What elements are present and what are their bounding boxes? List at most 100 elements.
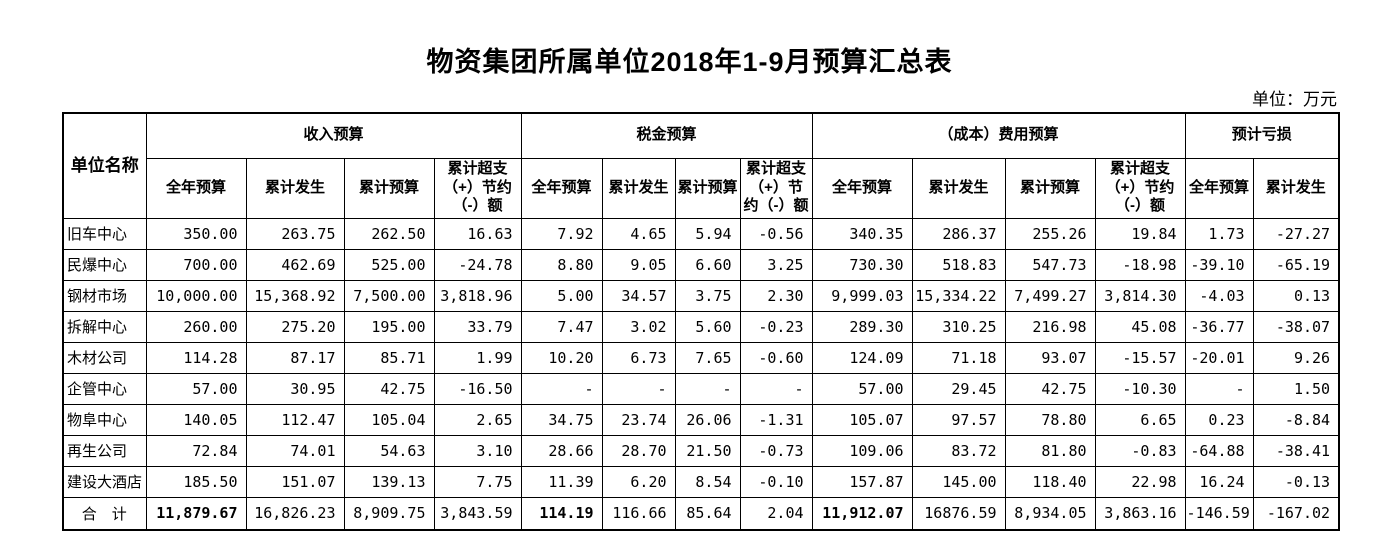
value-cell: -0.73 [739, 434, 813, 467]
value-cell: 16.24 [1184, 465, 1254, 498]
value-cell: 6.73 [601, 341, 676, 374]
column-header-tax-annual-budget: 全年预算 [520, 157, 603, 219]
value-cell: 255.26 [1004, 217, 1096, 250]
value-cell: 286.37 [911, 217, 1006, 250]
column-header-loss-cumulative-actual: 累计发生 [1252, 157, 1340, 219]
value-cell: 340.35 [811, 217, 913, 250]
value-cell: 157.87 [811, 465, 913, 498]
value-cell: 34.57 [601, 279, 676, 312]
value-cell: 15,368.92 [245, 279, 345, 312]
column-header-income-cumulative-actual: 累计发生 [245, 157, 345, 219]
value-cell: 3.02 [601, 310, 676, 343]
table-row: 物阜中心 140.05 112.47 105.04 2.65 34.75 23.74 26.0… [62, 403, 1340, 436]
value-cell: 29.45 [911, 372, 1006, 405]
value-cell: - [674, 372, 741, 405]
value-cell: 8,934.05 [1004, 496, 1096, 531]
value-cell: 30.95 [245, 372, 345, 405]
column-header-income-annual-budget: 全年预算 [145, 157, 247, 219]
value-cell: -38.41 [1252, 434, 1340, 467]
value-cell: -10.30 [1094, 372, 1186, 405]
value-cell: 260.00 [145, 310, 247, 343]
value-cell: 2.30 [739, 279, 813, 312]
column-header-loss-annual-budget: 全年预算 [1184, 157, 1254, 219]
value-cell: -20.01 [1184, 341, 1254, 374]
value-cell: 22.98 [1094, 465, 1186, 498]
value-cell: 6.60 [674, 248, 741, 281]
budget-summary-table: 单位名称 收入预算 税金预算 （成本）费用预算 预计亏损 全年预算 累计发生 累… [62, 112, 1341, 531]
unit-name-cell: 建设大酒店 [62, 465, 147, 498]
value-cell: 78.80 [1004, 403, 1096, 436]
page: 物资集团所属单位2018年1-9月预算汇总表 单位：万元 单位名称 收入预算 税… [62, 47, 1341, 531]
value-cell: 9,999.03 [811, 279, 913, 312]
value-cell: 10,000.00 [145, 279, 247, 312]
value-cell: 7,500.00 [343, 279, 435, 312]
value-cell: 28.66 [520, 434, 603, 467]
value-cell: 16,826.23 [245, 496, 345, 531]
value-cell: 42.75 [1004, 372, 1096, 405]
value-cell: 16876.59 [911, 496, 1006, 531]
value-cell: 87.17 [245, 341, 345, 374]
value-cell: -27.27 [1252, 217, 1340, 250]
value-cell: -18.98 [1094, 248, 1186, 281]
value-cell: 0.13 [1252, 279, 1340, 312]
value-cell: 289.30 [811, 310, 913, 343]
value-cell: 310.25 [911, 310, 1006, 343]
value-cell: -1.31 [739, 403, 813, 436]
group-header-tax-budget: 税金预算 [520, 112, 813, 159]
value-cell: 3,818.96 [433, 279, 522, 312]
value-cell: 700.00 [145, 248, 247, 281]
value-cell: 2.65 [433, 403, 522, 436]
value-cell: 85.71 [343, 341, 435, 374]
value-cell: 9.05 [601, 248, 676, 281]
value-cell: 8,909.75 [343, 496, 435, 531]
value-cell: 28.70 [601, 434, 676, 467]
unit-name-cell: 旧车中心 [62, 217, 147, 250]
value-cell: 547.73 [1004, 248, 1096, 281]
value-cell: 116.66 [601, 496, 676, 531]
value-cell: -65.19 [1252, 248, 1340, 281]
value-cell: 81.80 [1004, 434, 1096, 467]
value-cell: 6.20 [601, 465, 676, 498]
value-cell: 8.54 [674, 465, 741, 498]
value-cell: 114.19 [520, 496, 603, 531]
table-row: 民爆中心 700.00 462.69 525.00 -24.78 8.80 9.05 6.60… [62, 248, 1340, 281]
value-cell: 5.94 [674, 217, 741, 250]
value-cell: 263.75 [245, 217, 345, 250]
table-body: 旧车中心 350.00 263.75 262.50 16.63 7.92 4.65 5.94-… [62, 217, 1340, 531]
value-cell: 139.13 [343, 465, 435, 498]
value-cell: 5.60 [674, 310, 741, 343]
value-cell: 42.75 [343, 372, 435, 405]
value-cell: 74.01 [245, 434, 345, 467]
value-cell: 525.00 [343, 248, 435, 281]
sub-header-row: 全年预算 累计发生 累计预算 累计超支（+）节约（-）额 全年预算 累计发生 累… [63, 157, 1340, 219]
unit-name-cell: 合 计 [62, 496, 147, 531]
value-cell: 7.47 [520, 310, 603, 343]
unit-note: 单位：万元 [1252, 90, 1337, 109]
value-cell: 262.50 [343, 217, 435, 250]
value-cell: 3.10 [433, 434, 522, 467]
value-cell: - [739, 372, 813, 405]
value-cell: 11,879.67 [145, 496, 247, 531]
value-cell: -38.07 [1252, 310, 1340, 343]
value-cell: 350.00 [145, 217, 247, 250]
value-cell: 0.23 [1184, 403, 1254, 436]
value-cell: -36.77 [1184, 310, 1254, 343]
value-cell: 5.00 [520, 279, 603, 312]
value-cell: 21.50 [674, 434, 741, 467]
value-cell: 10.20 [520, 341, 603, 374]
value-cell: -0.60 [739, 341, 813, 374]
value-cell: -0.83 [1094, 434, 1186, 467]
value-cell: 72.84 [145, 434, 247, 467]
value-cell: - [601, 372, 676, 405]
value-cell: -146.59 [1184, 496, 1254, 531]
value-cell: 57.00 [811, 372, 913, 405]
value-cell: 97.57 [911, 403, 1006, 436]
value-cell: 33.79 [433, 310, 522, 343]
value-cell: -64.88 [1184, 434, 1254, 467]
value-cell: -16.50 [433, 372, 522, 405]
value-cell: 145.00 [911, 465, 1006, 498]
value-cell: 7,499.27 [1004, 279, 1096, 312]
value-cell: - [1184, 372, 1254, 405]
value-cell: 85.64 [674, 496, 741, 531]
value-cell: -15.57 [1094, 341, 1186, 374]
